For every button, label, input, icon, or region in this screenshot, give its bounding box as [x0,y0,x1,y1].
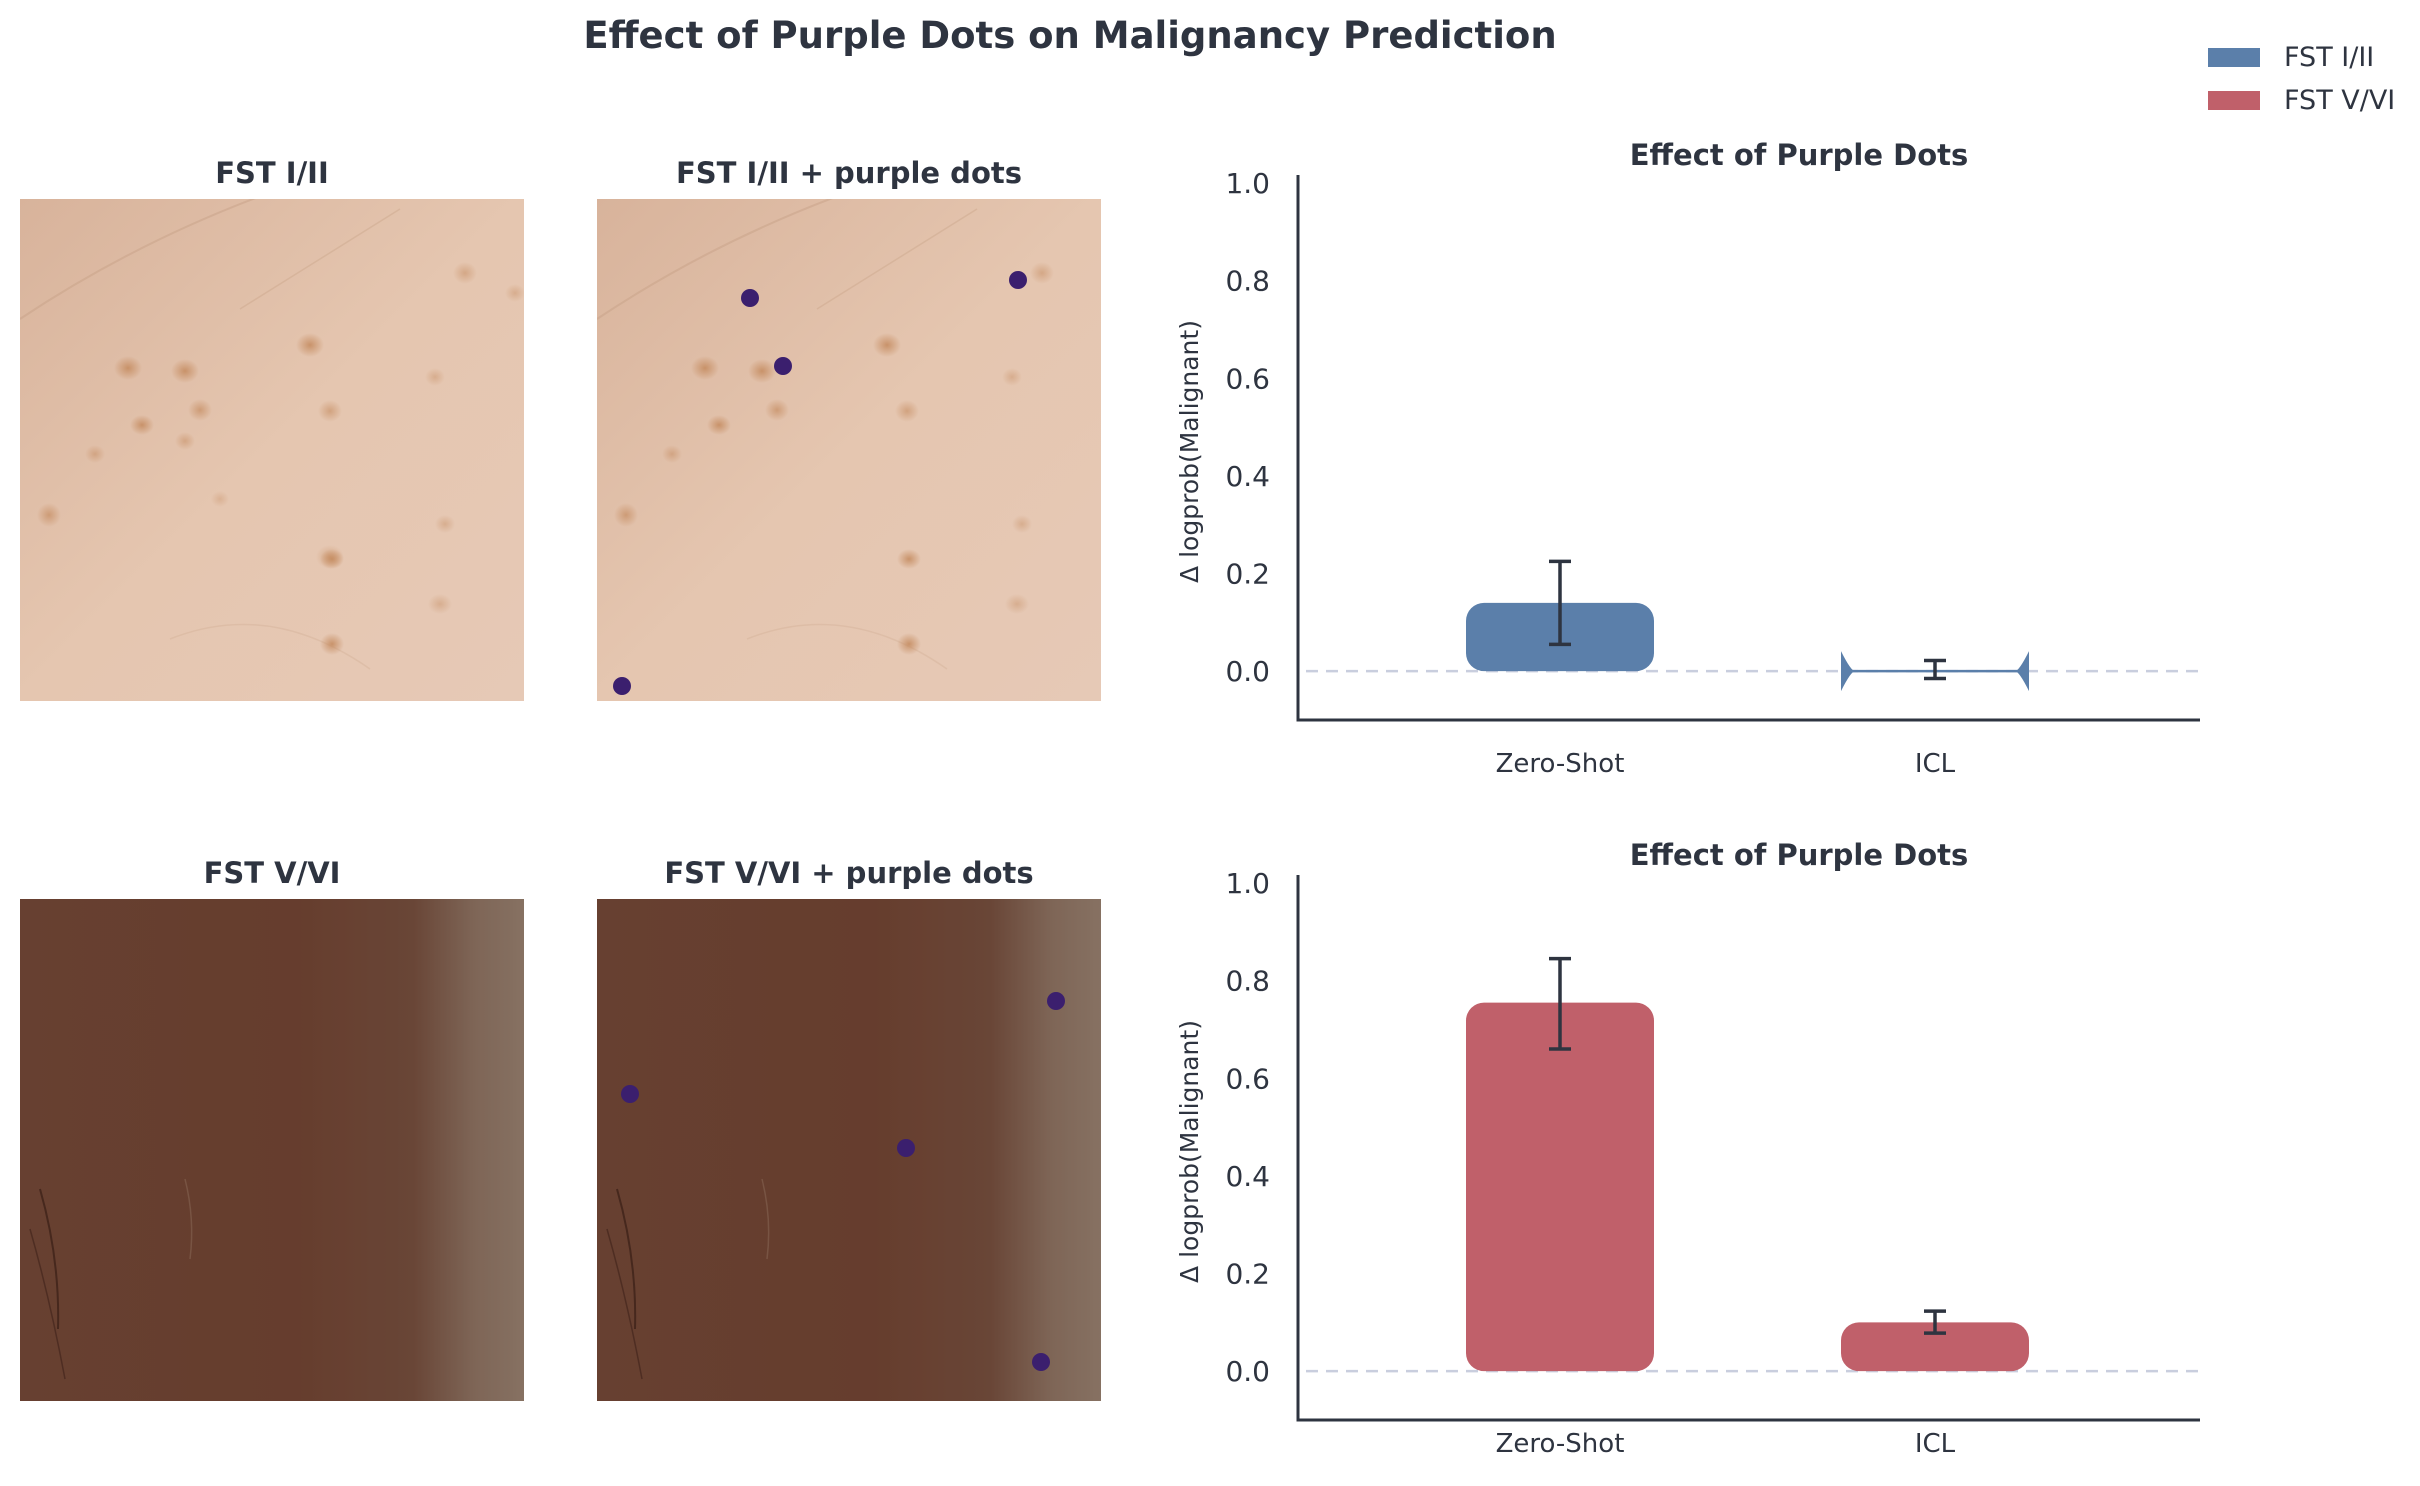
y-tick-label: 1.0 [1225,867,1270,900]
purple-dots [621,992,1065,1371]
figure-title: Effect of Purple Dots on Malignancy Pred… [583,14,1557,57]
purple-dot [613,677,631,695]
legend-item-fst-1-2: FST I/II [2208,36,2395,79]
x-tick-label: Zero-Shot [1496,1429,1625,1459]
skin-image-fst-5-6 [20,899,524,1401]
y-tick-label: 1.0 [1225,167,1270,200]
purple-dot [621,1085,639,1103]
legend: FST I/II FST V/VI [2208,36,2395,122]
x-tick-label: ICL [1915,749,1956,779]
panel-title-fst-1-2: FST I/II [215,156,329,190]
panel-title-fst-1-2-dots: FST I/II + purple dots [675,156,1022,190]
bar-chart-fst-5-6: Effect of Purple Dots Δ logprob(Malignant… [1175,838,2200,1459]
y-tick-label: 0.8 [1225,965,1270,998]
skin-image-fst-1-2-dots [597,199,1101,701]
purple-dot [1047,992,1065,1010]
bar-chart-fst-1-2: Effect of Purple Dots Δ logprob(Malignant… [1175,138,2200,779]
panel-title-fst-5-6: FST V/VI [203,856,341,890]
y-tick-label: 0.8 [1225,265,1270,298]
bar-zero-shot [1466,1002,1654,1372]
y-tick-label: 0.2 [1225,1258,1270,1291]
y-tick-label: 0.6 [1225,1062,1270,1095]
x-tick-label: ICL [1915,1429,1956,1459]
purple-dot [741,289,759,307]
legend-item-fst-5-6: FST V/VI [2208,79,2395,122]
y-axis-label: Δ logprob(Malignant) [1175,1020,1204,1283]
skin-image-fst-1-2 [20,199,524,701]
panel-title-fst-5-6-dots: FST V/VI + purple dots [664,856,1034,890]
freckles [614,262,1054,655]
bar-icl [1841,1322,2029,1372]
bar-end-cap [2015,651,2029,692]
x-tick-label: Zero-Shot [1496,749,1625,779]
skin-image-fst-5-6-dots [597,899,1101,1401]
chart-title: Effect of Purple Dots [1630,838,1969,872]
purple-dots [613,271,1027,695]
y-tick-label: 0.4 [1225,1160,1270,1193]
y-tick-label: 0.2 [1225,558,1270,591]
purple-dot [897,1139,915,1157]
y-tick-label: 0.4 [1225,460,1270,493]
y-tick-label: 0.0 [1225,655,1270,688]
legend-label-fst-5-6: FST V/VI [2284,85,2396,116]
y-tick-label: 0.6 [1225,362,1270,395]
chart-title: Effect of Purple Dots [1630,138,1969,172]
bar-end-cap [1841,651,1855,692]
purple-dot [774,357,792,375]
y-tick-label: 0.0 [1225,1355,1270,1388]
legend-swatch-fst-5-6 [2208,91,2260,110]
freckles [37,262,524,655]
y-axis-label: Δ logprob(Malignant) [1175,320,1204,583]
purple-dot [1009,271,1027,289]
legend-label-fst-1-2: FST I/II [2284,42,2375,73]
legend-swatch-fst-1-2 [2208,48,2260,67]
purple-dot [1032,1353,1050,1371]
